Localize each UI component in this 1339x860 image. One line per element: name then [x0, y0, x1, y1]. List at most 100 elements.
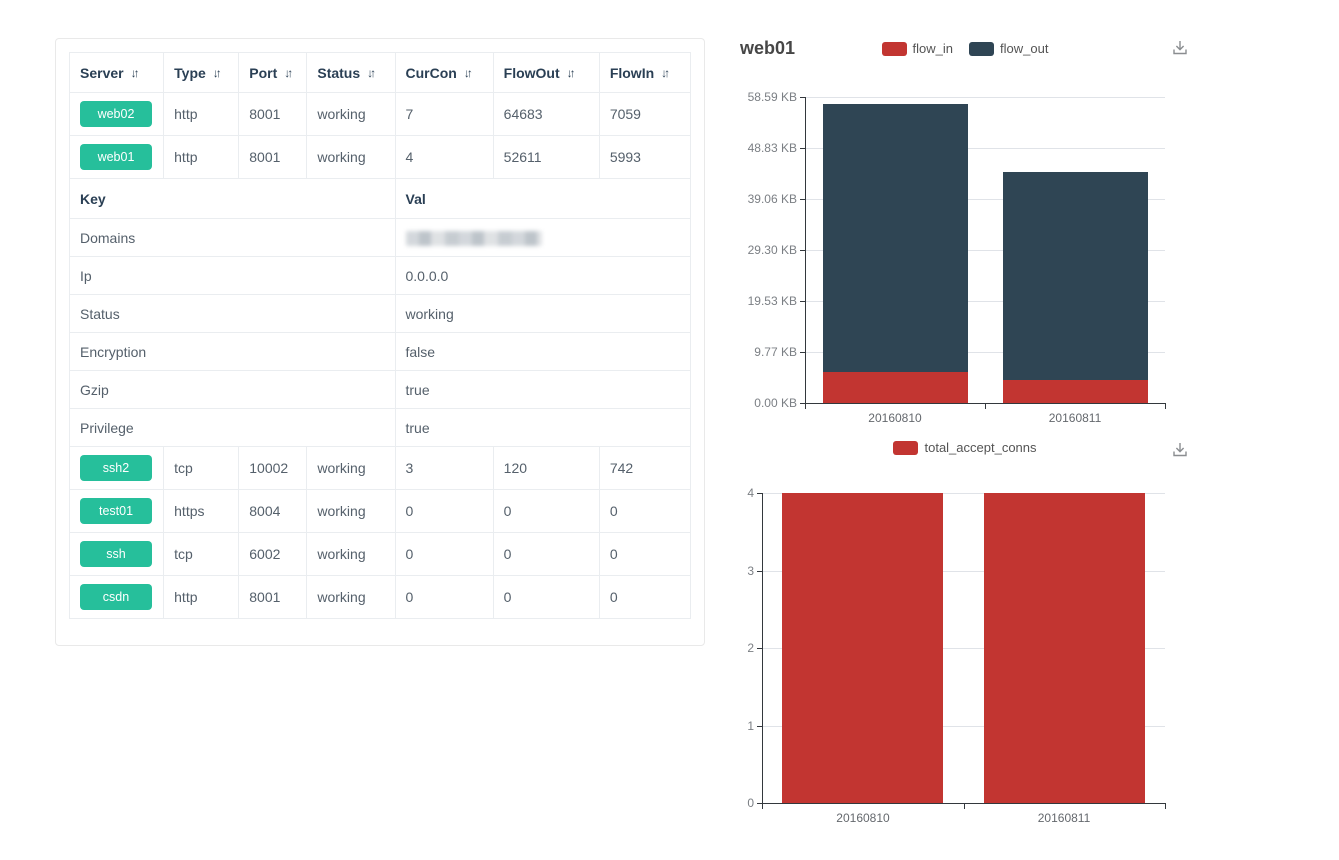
server-name-cell: web01: [68, 135, 165, 179]
y-axis-line: [805, 97, 806, 403]
gridline: [762, 493, 1165, 494]
column-header-server[interactable]: Server ↓↑: [68, 52, 165, 93]
y-axis-label: 48.83 KB: [747, 141, 797, 155]
gridline: [805, 250, 1165, 251]
sort-icon: ↓↑: [566, 65, 576, 80]
table-cell: http: [163, 92, 240, 136]
detail-key: Status: [69, 294, 396, 333]
detail-key: Gzip: [69, 370, 396, 409]
table-cell: http: [163, 575, 240, 619]
y-axis-label: 0: [747, 796, 754, 810]
server-badge-web01[interactable]: web01: [80, 144, 152, 170]
server-badge-ssh[interactable]: ssh: [80, 541, 152, 567]
bar-flow_out-20160810: [823, 104, 968, 372]
y-axis-label: 9.77 KB: [754, 345, 797, 359]
column-header-port[interactable]: Port ↓↑: [238, 52, 308, 93]
x-axis-label: 20160811: [1037, 811, 1091, 825]
gridline: [762, 726, 1165, 727]
table-cell: working: [306, 135, 396, 179]
column-header-flowin[interactable]: FlowIn ↓↑: [598, 52, 692, 93]
table-cell: working: [306, 532, 396, 576]
column-header-flowout[interactable]: FlowOut ↓↑: [492, 52, 600, 93]
bar-flow_out-20160811: [1003, 172, 1148, 380]
table-cell: 0: [492, 489, 600, 533]
table-cell: 4: [394, 135, 494, 179]
detail-row-ip: Ip 0.0.0.0: [69, 256, 691, 295]
bar-total_accept_conns-20160810: [782, 493, 943, 803]
column-header-curcon[interactable]: CurCon ↓↑: [394, 52, 494, 93]
table-cell: working: [306, 575, 396, 619]
table-cell: https: [163, 489, 240, 533]
y-axis-tick: [800, 199, 805, 200]
y-axis-line: [762, 493, 763, 803]
column-header-label: Server: [80, 64, 124, 81]
y-axis-tick: [800, 352, 805, 353]
y-axis-tick: [800, 301, 805, 302]
legend-marker: [969, 41, 995, 56]
x-axis-label: 20160811: [1048, 411, 1102, 425]
x-axis-tick: [985, 403, 986, 409]
column-header-label: FlowIn: [609, 64, 655, 81]
column-header-label: Port: [249, 64, 278, 81]
server-name-cell: web02: [68, 92, 165, 136]
sort-icon: ↓↑: [661, 65, 670, 80]
gridline: [805, 352, 1165, 353]
detail-key: Domains: [69, 218, 396, 257]
detail-row-privilege: Privilege true: [69, 408, 691, 447]
table-cell: tcp: [163, 446, 240, 490]
y-axis-label: 0.00 KB: [754, 396, 797, 410]
column-header-label: Type: [174, 64, 206, 81]
y-axis-label: 3: [747, 564, 754, 578]
detail-key: Ip: [69, 256, 396, 295]
table-cell: 6002: [238, 532, 308, 576]
detail-val: true: [394, 370, 691, 409]
gridline: [805, 301, 1165, 302]
chart-legend: flow_in flow_out: [730, 41, 1200, 56]
table-cell: 10002: [238, 446, 308, 490]
table-cell: 0: [394, 489, 494, 533]
gridline: [762, 571, 1165, 572]
gridline: [805, 148, 1165, 149]
detail-val: [394, 218, 691, 257]
sort-icon: ↓↑: [367, 65, 376, 80]
detail-header-row: Key Val: [69, 178, 691, 219]
legend-item-total_accept_conns[interactable]: total_accept_conns: [893, 440, 1037, 455]
x-axis-label: 20160810: [836, 811, 890, 825]
table-cell: http: [163, 135, 240, 179]
sort-icon: ↓↑: [212, 65, 222, 80]
detail-key-header: Key: [69, 178, 396, 219]
gridline: [762, 648, 1165, 649]
server-badge-web02[interactable]: web02: [80, 101, 152, 127]
x-axis-tick: [1165, 403, 1166, 409]
table-cell: working: [306, 446, 396, 490]
y-axis-tick: [757, 571, 762, 572]
download-icon[interactable]: [1171, 39, 1189, 62]
server-row-test01: test01 https 8004 working 0 0 0: [68, 489, 692, 533]
column-header-type[interactable]: Type ↓↑: [163, 52, 240, 93]
legend-item-flow_out[interactable]: flow_out: [969, 41, 1048, 56]
flow-chart: web01 flow_in flow_out 0.00 KB 9.77 KB 19.53 …: [730, 30, 1200, 432]
server-badge-csdn[interactable]: csdn: [80, 584, 152, 610]
table-cell: 0: [598, 575, 692, 619]
table-cell: 8001: [238, 575, 308, 619]
server-row-web01: web01 http 8001 working 4 52611 5993: [68, 135, 692, 179]
gridline: [805, 199, 1165, 200]
detail-val-header: Val: [394, 178, 691, 219]
download-icon[interactable]: [1171, 441, 1189, 464]
bar-flow_in-20160810: [823, 372, 968, 403]
y-axis-label: 2: [747, 641, 754, 655]
table-header-row: Server ↓↑ Type ↓↑ Port ↓↑ Status ↓↑ CurCon ↓↑ Flow…: [68, 52, 692, 93]
column-header-status[interactable]: Status ↓↑: [306, 52, 396, 93]
table-cell: 0: [394, 532, 494, 576]
table-cell: 8004: [238, 489, 308, 533]
chart-legend: total_accept_conns: [730, 440, 1200, 455]
server-badge-test01[interactable]: test01: [80, 498, 152, 524]
y-axis-tick: [757, 648, 762, 649]
detail-val: true: [394, 408, 691, 447]
legend-item-flow_in[interactable]: flow_in: [881, 41, 953, 56]
y-axis-tick: [800, 403, 805, 404]
table-cell: 7059: [598, 92, 692, 136]
server-badge-ssh2[interactable]: ssh2: [80, 455, 152, 481]
column-header-label: Status: [317, 64, 361, 81]
domains-value-redacted: [405, 230, 542, 246]
